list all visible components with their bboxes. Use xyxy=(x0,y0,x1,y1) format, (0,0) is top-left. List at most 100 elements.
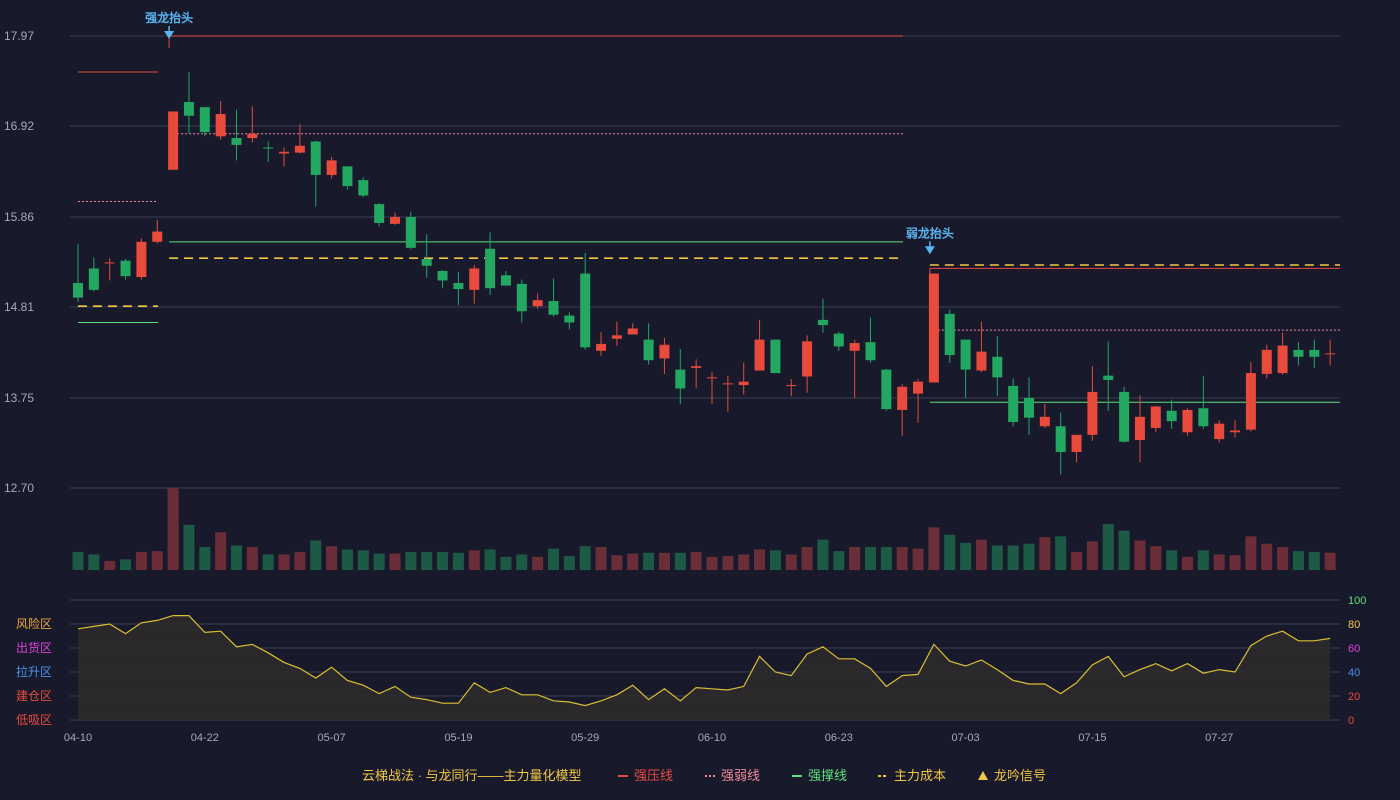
candle-body xyxy=(865,342,876,361)
candle-body xyxy=(1325,353,1336,355)
oscillator-panel xyxy=(77,614,1331,720)
candle-body xyxy=(1119,391,1130,442)
candle xyxy=(643,323,654,365)
candle xyxy=(1134,395,1145,463)
volume-bar xyxy=(1134,540,1146,570)
candle-body xyxy=(136,241,147,278)
candle-body xyxy=(1214,423,1225,440)
candle-body xyxy=(516,283,527,312)
osc-tick-label: 20 xyxy=(1348,691,1360,703)
grid-lines xyxy=(70,35,1340,721)
osc-tick-label: 0 xyxy=(1348,715,1354,727)
legend-item: 强压线 xyxy=(618,768,673,783)
candle-body xyxy=(73,283,83,298)
candle xyxy=(659,337,670,374)
candle-body xyxy=(279,151,290,154)
volume-bar xyxy=(1039,537,1051,570)
candle xyxy=(1261,344,1272,379)
candle xyxy=(913,379,924,423)
candle xyxy=(1087,366,1098,441)
volume-bar xyxy=(548,548,559,570)
candle xyxy=(405,211,416,250)
candle-body xyxy=(342,166,353,187)
volume-bar xyxy=(341,549,353,570)
candle-body xyxy=(722,383,733,385)
osc-tick-label: 40 xyxy=(1348,667,1360,679)
volume-bar xyxy=(120,559,132,570)
candle xyxy=(120,258,131,280)
candle-body xyxy=(611,335,622,339)
signal-marker: 弱龙抬头 xyxy=(906,225,954,255)
legend-triangle-icon xyxy=(978,771,988,780)
volume-bar xyxy=(643,552,655,570)
volume-bar xyxy=(690,551,702,570)
candle-body xyxy=(294,145,305,153)
candle xyxy=(1245,361,1256,432)
volume-bar xyxy=(1292,551,1304,570)
candle xyxy=(500,271,511,286)
candle-body xyxy=(802,341,813,377)
candle xyxy=(1055,412,1066,475)
candle xyxy=(1293,342,1304,366)
volume-bar xyxy=(452,552,464,570)
candle xyxy=(1008,378,1019,427)
candle-body xyxy=(1261,349,1272,374)
volume-bar xyxy=(373,553,385,570)
candle-body xyxy=(1245,373,1256,430)
volume-bar xyxy=(231,545,242,570)
candle-body xyxy=(786,385,797,387)
volume-bar xyxy=(817,539,829,570)
candle xyxy=(342,166,353,190)
date-tick-label: 05-19 xyxy=(444,732,472,744)
volume-bar xyxy=(991,545,1003,570)
candle-body xyxy=(485,248,496,289)
volume-bar xyxy=(1055,536,1067,570)
candle xyxy=(294,124,305,154)
signal-marker: 强龙抬头 xyxy=(145,10,193,39)
volume-bar xyxy=(880,547,892,570)
candle xyxy=(168,111,179,170)
date-tick-label: 07-03 xyxy=(952,732,980,744)
candle xyxy=(992,336,1003,397)
volume-bar xyxy=(310,540,322,570)
volume-bar xyxy=(294,551,306,570)
candle-body xyxy=(627,328,638,335)
date-tick-label: 05-07 xyxy=(318,732,346,744)
date-tick-label: 04-10 xyxy=(64,732,92,744)
volume-bar xyxy=(1308,551,1320,570)
candle xyxy=(1214,420,1225,443)
candle-body xyxy=(247,133,258,139)
zone-label: 拉升区 xyxy=(16,664,52,679)
volume-bar xyxy=(326,546,338,570)
volume-bar xyxy=(849,547,861,570)
candle xyxy=(1182,408,1193,436)
candle-body xyxy=(897,386,908,410)
candle xyxy=(596,331,607,356)
candle-body xyxy=(231,138,242,145)
osc-tick-label: 60 xyxy=(1348,643,1360,655)
candle xyxy=(421,234,432,278)
volume-bar xyxy=(1229,555,1241,570)
signal-arrow-icon xyxy=(924,246,935,255)
volume-bar xyxy=(1182,556,1193,570)
candle xyxy=(326,156,337,179)
candle xyxy=(247,106,258,143)
candle xyxy=(73,244,83,302)
volume-bar xyxy=(865,547,876,570)
candle-body xyxy=(643,339,654,361)
candle-body xyxy=(1293,349,1304,357)
zone-label: 建仓区 xyxy=(16,689,52,703)
candle xyxy=(1039,403,1050,428)
volume-bar xyxy=(627,553,639,570)
volume-bar xyxy=(1166,550,1178,570)
candle xyxy=(675,349,686,404)
volume-bar xyxy=(1071,551,1083,570)
candle-body xyxy=(1198,408,1209,427)
price-tick-label: 16.92 xyxy=(4,119,34,133)
candle xyxy=(104,258,115,281)
candle xyxy=(215,101,226,140)
volume-bar xyxy=(944,534,956,570)
volume-bar xyxy=(437,551,449,570)
date-tick-label: 07-27 xyxy=(1205,732,1233,744)
candle-body xyxy=(738,381,749,386)
